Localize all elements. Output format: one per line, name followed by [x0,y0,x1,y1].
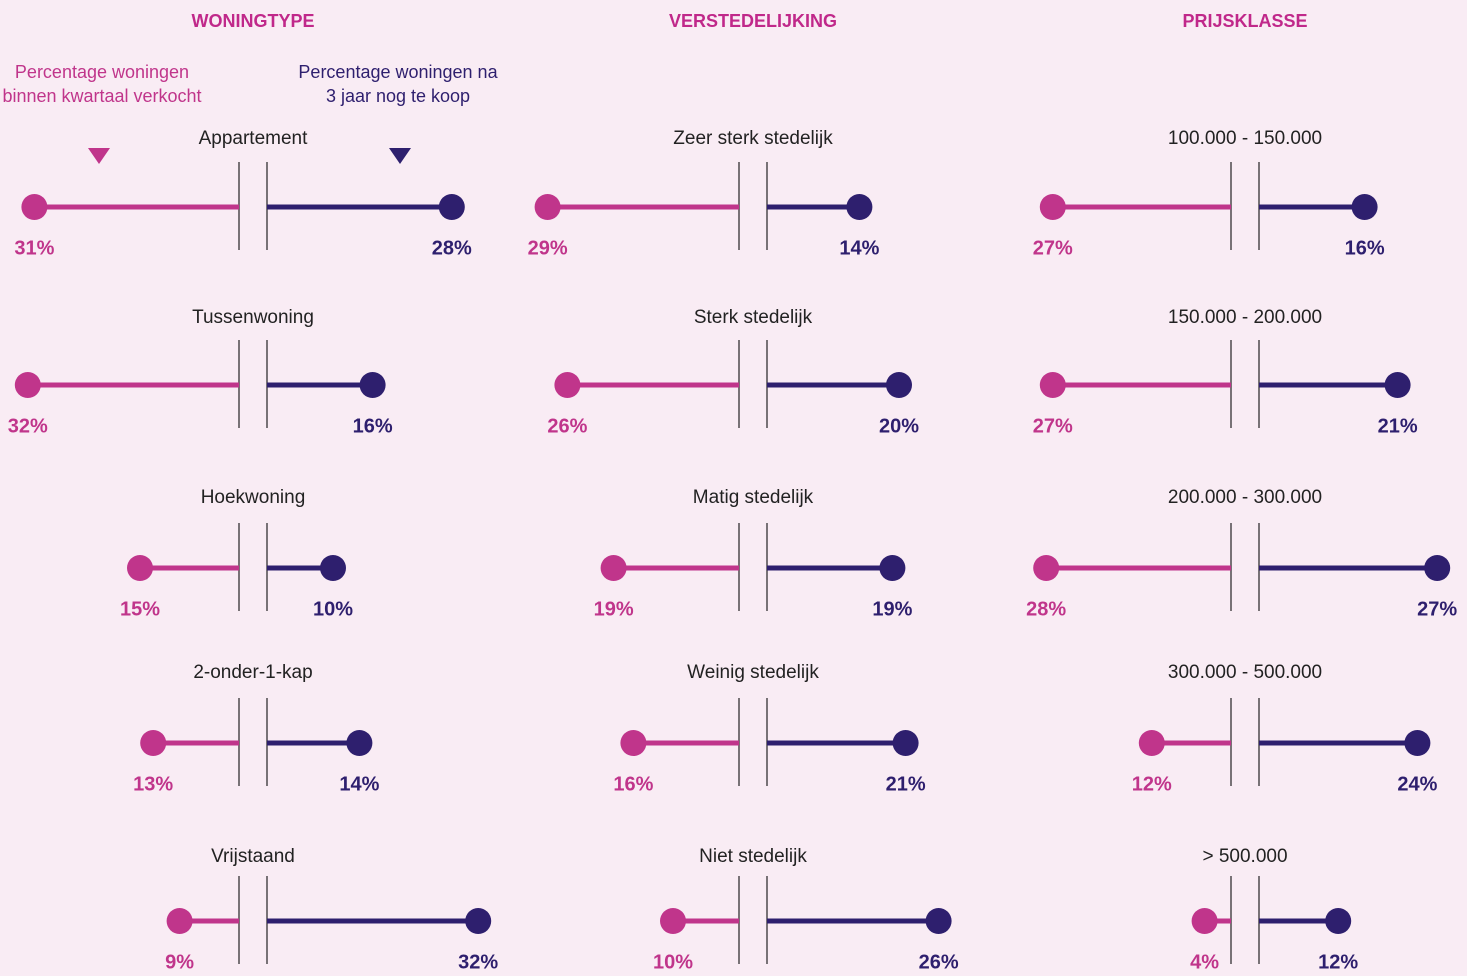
value-label: 15% [120,598,160,620]
dumbbell-dot [534,194,561,220]
value-label: 10% [313,598,353,620]
value-label: 20% [879,415,919,437]
dumbbell-dot [140,730,167,756]
category-label: 300.000 - 500.000 [1168,662,1322,683]
dumbbell-dot [1039,372,1066,398]
category-label: Weinig stedelijk [687,662,819,683]
category-label: Sterk stedelijk [694,307,813,328]
dumbbell-dot [1404,730,1431,756]
value-label: 19% [872,598,912,620]
dumbbell-dot [1325,908,1352,934]
legend-marker [88,148,110,164]
value-label: 13% [133,773,173,795]
category-label: > 500.000 [1202,846,1287,867]
value-label: 10% [653,951,693,973]
dumbbell-dot [359,372,386,398]
dumbbell-dot [879,555,906,581]
dumbbell-dot [1039,194,1066,220]
category-label: Tussenwoning [192,307,314,328]
dumbbell-dot [14,372,41,398]
dumbbell-dot [320,555,346,581]
value-label: 27% [1417,598,1457,620]
dumbbell-dot [892,730,919,756]
value-label: 32% [8,415,48,437]
value-label: 16% [1345,237,1385,259]
dumbbell-dot [1191,908,1218,934]
value-label: 9% [165,951,194,973]
value-label: 12% [1318,951,1358,973]
dumbbell-dot [554,372,581,398]
category-label: Appartement [199,128,309,149]
value-label: 27% [1033,415,1073,437]
value-label: 19% [594,598,634,620]
category-label: Zeer sterk stedelijk [673,128,833,149]
value-label: 12% [1132,773,1172,795]
dumbbell-dot [21,194,48,220]
dumbbell-dot [127,555,153,581]
category-label: 200.000 - 300.000 [1168,487,1322,508]
dumbbell-dot [600,555,627,581]
value-label: 27% [1033,237,1073,259]
dumbbell-dot [925,908,952,934]
panel-title: WONINGTYPE [191,11,314,31]
category-label: 2-onder-1-kap [193,662,312,683]
value-label: 32% [458,951,498,973]
value-label: 16% [353,415,393,437]
panel-title: PRIJSKLASSE [1182,11,1307,31]
dumbbell-dot [1033,555,1060,581]
value-label: 26% [919,951,959,973]
value-label: 28% [1026,598,1066,620]
value-label: 31% [14,237,54,259]
category-label: Vrijstaand [211,846,295,867]
value-label: 14% [839,237,879,259]
value-label: 29% [528,237,568,259]
dumbbell-dot [886,372,912,398]
dumbbell-dot [1384,372,1411,398]
dumbbell-dot [1138,730,1165,756]
value-label: 24% [1397,773,1437,795]
dumbbell-dot [660,908,686,934]
category-label: Matig stedelijk [693,487,814,508]
dumbbell-dot [1424,555,1451,581]
value-label: 26% [547,415,587,437]
value-label: 16% [613,773,653,795]
dumbbell-dot [1351,194,1378,220]
category-label: Hoekwoning [201,487,306,508]
panel-title: VERSTEDELIJKING [669,11,837,31]
dumbbell-dot [166,908,193,934]
dumbbell-dot [438,194,465,220]
category-label: 100.000 - 150.000 [1168,128,1322,149]
legend-entry: Percentage woningen binnen kwartaal verk… [2,62,202,106]
dumbbell-dot [620,730,647,756]
value-label: 21% [1378,415,1418,437]
legend-marker [389,148,411,164]
category-label: 150.000 - 200.000 [1168,307,1322,328]
value-label: 14% [339,773,379,795]
dumbbell-dot [465,908,492,934]
legend-entry: Percentage woningen na 3 jaar nog te koo… [298,62,498,106]
category-label: Niet stedelijk [699,846,807,867]
dumbbell-dot [346,730,373,756]
dumbbell-dot [846,194,873,220]
value-label: 21% [886,773,926,795]
value-label: 4% [1190,951,1219,973]
value-label: 28% [432,237,472,259]
